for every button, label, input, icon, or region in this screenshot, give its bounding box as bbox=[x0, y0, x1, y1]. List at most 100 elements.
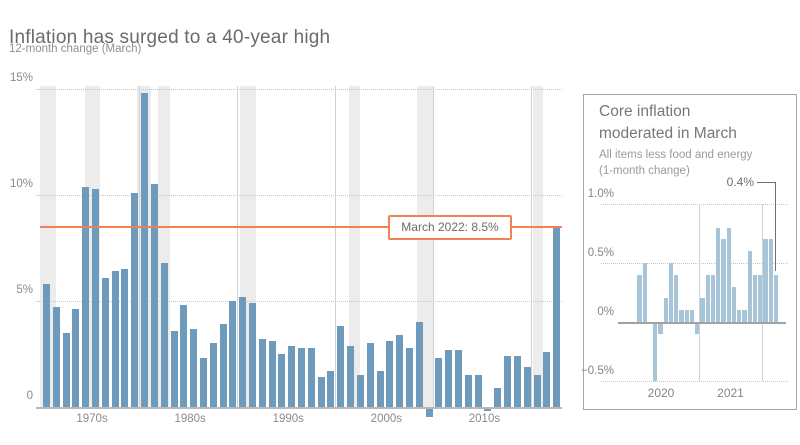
recession-band bbox=[157, 86, 170, 407]
decade-divider-line bbox=[138, 86, 140, 407]
decade-divider-line bbox=[433, 86, 434, 407]
inset-bar bbox=[684, 310, 689, 322]
inset-bar bbox=[705, 274, 710, 322]
bar bbox=[376, 370, 384, 407]
decade-divider-line bbox=[236, 86, 238, 407]
bar bbox=[249, 303, 256, 407]
bar bbox=[494, 387, 502, 407]
inset-y-tick-label: 0.5% bbox=[587, 247, 614, 259]
inset-bar bbox=[742, 310, 747, 322]
inset-y-tick-label: 0% bbox=[597, 306, 614, 318]
bar bbox=[111, 271, 119, 407]
bar bbox=[533, 375, 541, 407]
inset-bar bbox=[637, 274, 642, 322]
inset-bar bbox=[679, 310, 684, 322]
inset-year-divider-line bbox=[762, 204, 764, 381]
bar bbox=[513, 356, 521, 407]
bar bbox=[288, 345, 296, 407]
inset-bar bbox=[758, 274, 763, 322]
bar bbox=[150, 184, 158, 407]
bar bbox=[190, 328, 198, 407]
recession-band bbox=[533, 86, 544, 407]
bar bbox=[258, 339, 266, 407]
x-tick-label: 1980s bbox=[174, 413, 206, 425]
bar bbox=[523, 366, 531, 407]
bar bbox=[209, 343, 217, 407]
inset-annotation-label: 0.4% bbox=[726, 175, 754, 189]
x-tick-label: 2000s bbox=[370, 413, 403, 425]
gridline-15pct bbox=[36, 89, 562, 90]
inset-x-tick-label: 2021 bbox=[717, 386, 744, 400]
bar bbox=[82, 186, 90, 407]
annotation-connector-horizontal bbox=[757, 182, 776, 184]
inset-bar bbox=[752, 274, 758, 322]
inset-bar bbox=[726, 227, 731, 322]
bar bbox=[141, 93, 149, 407]
inset-bar bbox=[747, 251, 752, 322]
decade-divider-line bbox=[531, 86, 533, 407]
bar bbox=[327, 370, 335, 407]
annotation-connector-vertical bbox=[774, 182, 776, 272]
bar bbox=[455, 349, 463, 407]
inset-bar bbox=[668, 263, 674, 322]
inset-bar bbox=[763, 239, 768, 322]
page-subtitle: 12-month change (March) bbox=[9, 43, 142, 55]
inset-bar bbox=[658, 323, 663, 334]
bar bbox=[101, 277, 109, 407]
inset-bar bbox=[737, 310, 742, 322]
y-tick-label: 15% bbox=[9, 72, 33, 84]
inset-bar bbox=[663, 298, 668, 322]
inset-bar bbox=[710, 274, 716, 322]
bar bbox=[474, 375, 482, 407]
inset-year-divider-line bbox=[699, 204, 701, 381]
inset-subtitle-line2: (1-month change) bbox=[599, 165, 690, 177]
bar bbox=[347, 345, 355, 407]
inset-subtitle: All items less food and energy (1-month … bbox=[599, 147, 752, 179]
x-axis-line bbox=[36, 407, 562, 409]
x-tick-label: 1970s bbox=[76, 413, 108, 425]
recession-band bbox=[349, 86, 360, 407]
bar bbox=[298, 347, 306, 407]
bar bbox=[484, 409, 492, 412]
bar bbox=[52, 307, 60, 407]
y-tick-label: 5% bbox=[16, 284, 33, 296]
gridline-5pct bbox=[36, 301, 562, 302]
inset-bar bbox=[689, 310, 695, 322]
bar bbox=[307, 347, 315, 407]
x-tick-label: 2010s bbox=[468, 413, 501, 425]
page-title: Inflation has surged to a 40-year high bbox=[9, 26, 331, 48]
bar bbox=[219, 324, 227, 407]
bar bbox=[553, 226, 561, 407]
gridline-10pct bbox=[36, 195, 562, 196]
inset-subtitle-line1: All items less food and energy bbox=[599, 149, 753, 161]
bar bbox=[356, 375, 364, 407]
bar bbox=[72, 309, 80, 407]
decade-divider-line bbox=[334, 86, 336, 407]
bar bbox=[366, 343, 374, 407]
bar bbox=[239, 296, 247, 407]
bar bbox=[504, 356, 512, 407]
highlight-line bbox=[40, 225, 562, 228]
bar bbox=[396, 334, 404, 407]
inset-title: Core inflation moderated in March bbox=[599, 101, 737, 145]
inset-bar bbox=[716, 227, 721, 322]
y-tick-label: 0 bbox=[26, 390, 33, 402]
bar bbox=[121, 269, 129, 407]
inset-title-line2: moderated in March bbox=[599, 125, 737, 142]
inset-x-tick-label: 2020 bbox=[647, 386, 675, 400]
bar bbox=[425, 409, 433, 418]
bar bbox=[229, 301, 237, 407]
inset-bar bbox=[773, 274, 779, 322]
bar bbox=[445, 349, 453, 407]
y-tick-label: 10% bbox=[9, 178, 33, 190]
inset-bar bbox=[721, 239, 726, 322]
bar bbox=[268, 341, 276, 407]
inset-gridline bbox=[601, 204, 788, 205]
inset-bar bbox=[674, 274, 679, 322]
bar bbox=[278, 354, 286, 407]
bar bbox=[435, 358, 443, 407]
inset-title-line1: Core inflation bbox=[599, 103, 691, 120]
inset-panel-border bbox=[583, 94, 797, 410]
inset-bar bbox=[731, 286, 737, 322]
inset-y-tick-label: −0.5% bbox=[581, 365, 614, 377]
